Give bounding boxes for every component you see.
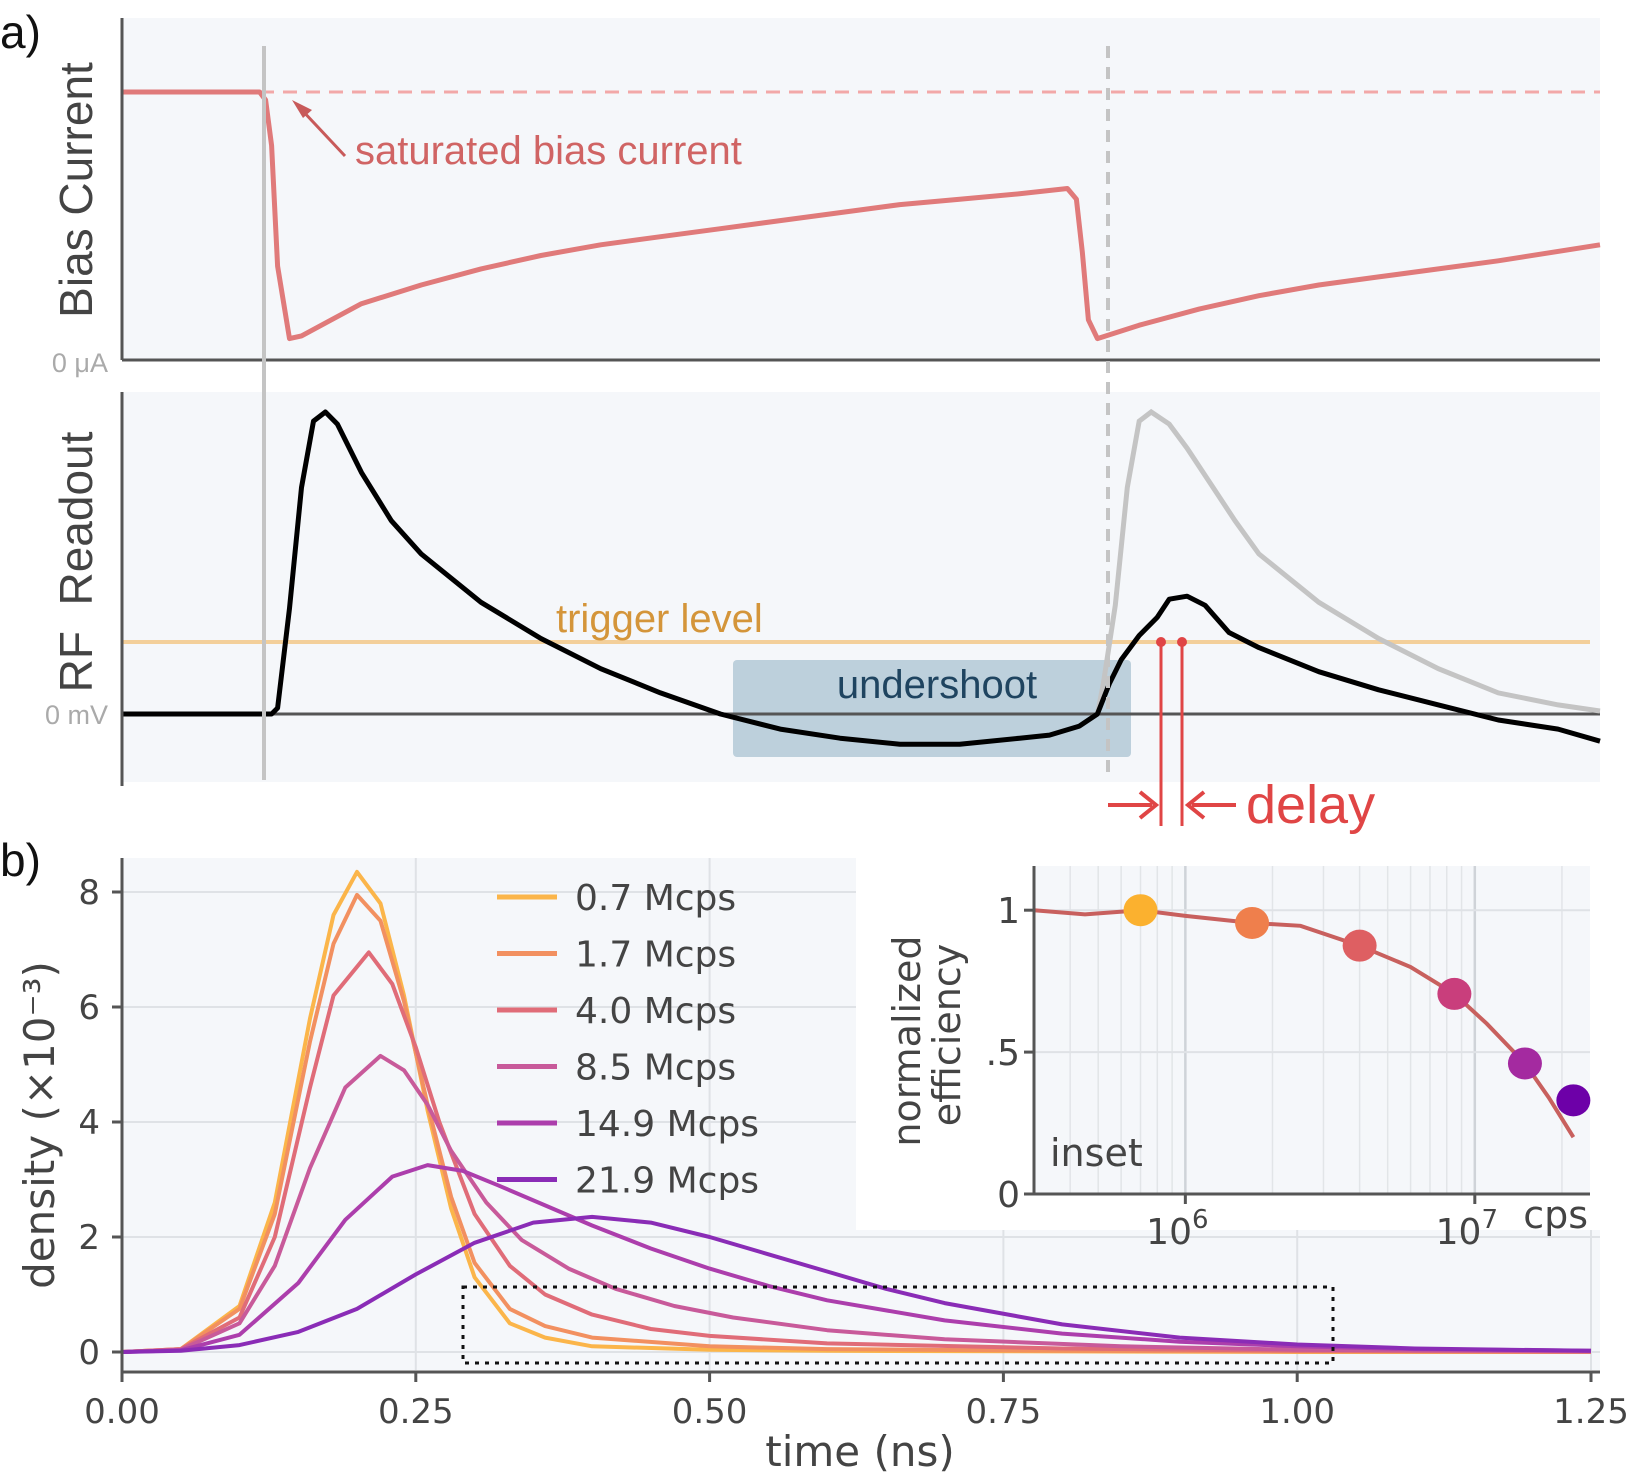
density-y-tick-label: 6 <box>78 988 100 1028</box>
inset-ticks: 0 .5 1 106 107 <box>986 891 1498 1253</box>
density-ylabel: density (×10⁻³) <box>15 961 64 1289</box>
inset-data-point <box>1123 894 1158 927</box>
legend-label: 0.7 Mcps <box>575 878 736 919</box>
inset-data-point <box>1437 977 1472 1010</box>
rf-reference-pulse-curve <box>1094 408 1601 715</box>
delay-arrow-left-head <box>1138 790 1160 820</box>
inset-y-tick-label: .5 <box>986 1033 1020 1074</box>
legend-label: 14.9 Mcps <box>575 1104 759 1145</box>
legend-label: 4.0 Mcps <box>575 991 736 1032</box>
density-x-tick-label: 0.00 <box>84 1392 160 1432</box>
density-x-tick-label: 0.25 <box>378 1392 454 1432</box>
panel-b-label: b) <box>0 834 41 886</box>
inset-ylabel-line-1: normalized <box>885 935 929 1146</box>
saturated-bias-arrow-line <box>298 106 347 158</box>
density-x-tick-label: 1.00 <box>1259 1392 1335 1432</box>
inset-ylabel-line-2: efficiency <box>925 944 969 1126</box>
bias-current-plot-background <box>122 18 1600 360</box>
density-series-line <box>121 892 1592 1354</box>
trigger-level-annotation: trigger level <box>556 597 763 641</box>
density-series-line <box>121 1163 1592 1354</box>
inset-data-point <box>1342 929 1377 962</box>
rf-readout-ylabel: RF Readout <box>50 431 102 692</box>
inset-x-tick-label: 107 <box>1436 1205 1498 1253</box>
inset-y-tick-label: 1 <box>997 891 1020 932</box>
undershoot-region <box>733 660 1131 757</box>
bias-current-curve <box>122 89 1601 342</box>
undershoot-annotation: undershoot <box>837 663 1037 707</box>
inset-label: inset <box>1050 1131 1143 1175</box>
legend-label: 8.5 Mcps <box>575 1048 736 1089</box>
density-curves <box>121 869 1592 1354</box>
density-y-tick-label: 2 <box>78 1218 100 1258</box>
density-x-tick-label: 1.25 <box>1553 1392 1627 1432</box>
inset-xlabel: cps <box>1523 1193 1588 1237</box>
delay-arrow-right-head <box>1184 790 1206 820</box>
bias-current-ylabel: Bias Current <box>50 62 102 318</box>
legend-label: 21.9 Mcps <box>575 1161 759 1202</box>
inset-chart: 0 .5 1 106 107 inset cps normalized efficien… <box>856 855 1600 1253</box>
density-series-line <box>121 1053 1592 1354</box>
density-x-tick-label: 0.50 <box>672 1392 748 1432</box>
density-x-tick-label: 0.75 <box>966 1392 1042 1432</box>
inset-ylabel: normalized efficiency <box>885 923 969 1146</box>
panel-a-label: a) <box>0 6 41 58</box>
density-y-tick-label: 8 <box>78 873 100 913</box>
density-xlabel: time (ns) <box>765 1427 955 1474</box>
rf-zero-label: 0 mV <box>45 700 108 730</box>
delay-trigger-point-reference <box>1156 637 1166 647</box>
zoom-region-box <box>461 1285 1335 1365</box>
saturated-bias-arrow-head <box>292 100 312 118</box>
density-y-tick-label: 0 <box>78 1333 100 1373</box>
density-series-line <box>121 1214 1592 1354</box>
inset-data-point <box>1507 1047 1542 1080</box>
bias-zero-label: 0 μA <box>52 348 108 378</box>
inset-points <box>1123 894 1591 1117</box>
inset-plot-background <box>1034 866 1590 1194</box>
inset-y-tick-label: 0 <box>997 1175 1020 1216</box>
density-legend: 0.7 Mcps 1.7 Mcps 4.0 Mcps 8.5 Mcps 14.9 Mcp… <box>497 878 759 1202</box>
legend-label: 1.7 Mcps <box>575 935 736 976</box>
delay-annotation: delay <box>1246 775 1375 835</box>
density-ticks: 0.00 0.25 0.50 0.75 1.00 1.25 0 2 4 6 8 <box>78 873 1627 1432</box>
inset-data-point <box>1556 1084 1591 1117</box>
delay-trigger-point-readout <box>1177 637 1187 647</box>
inset-x-tick-label: 106 <box>1146 1205 1208 1253</box>
rf-readout-curve <box>122 409 1601 747</box>
density-y-tick-label: 4 <box>78 1103 100 1143</box>
saturated-bias-annotation: saturated bias current <box>355 129 742 173</box>
inset-data-point <box>1235 906 1270 939</box>
